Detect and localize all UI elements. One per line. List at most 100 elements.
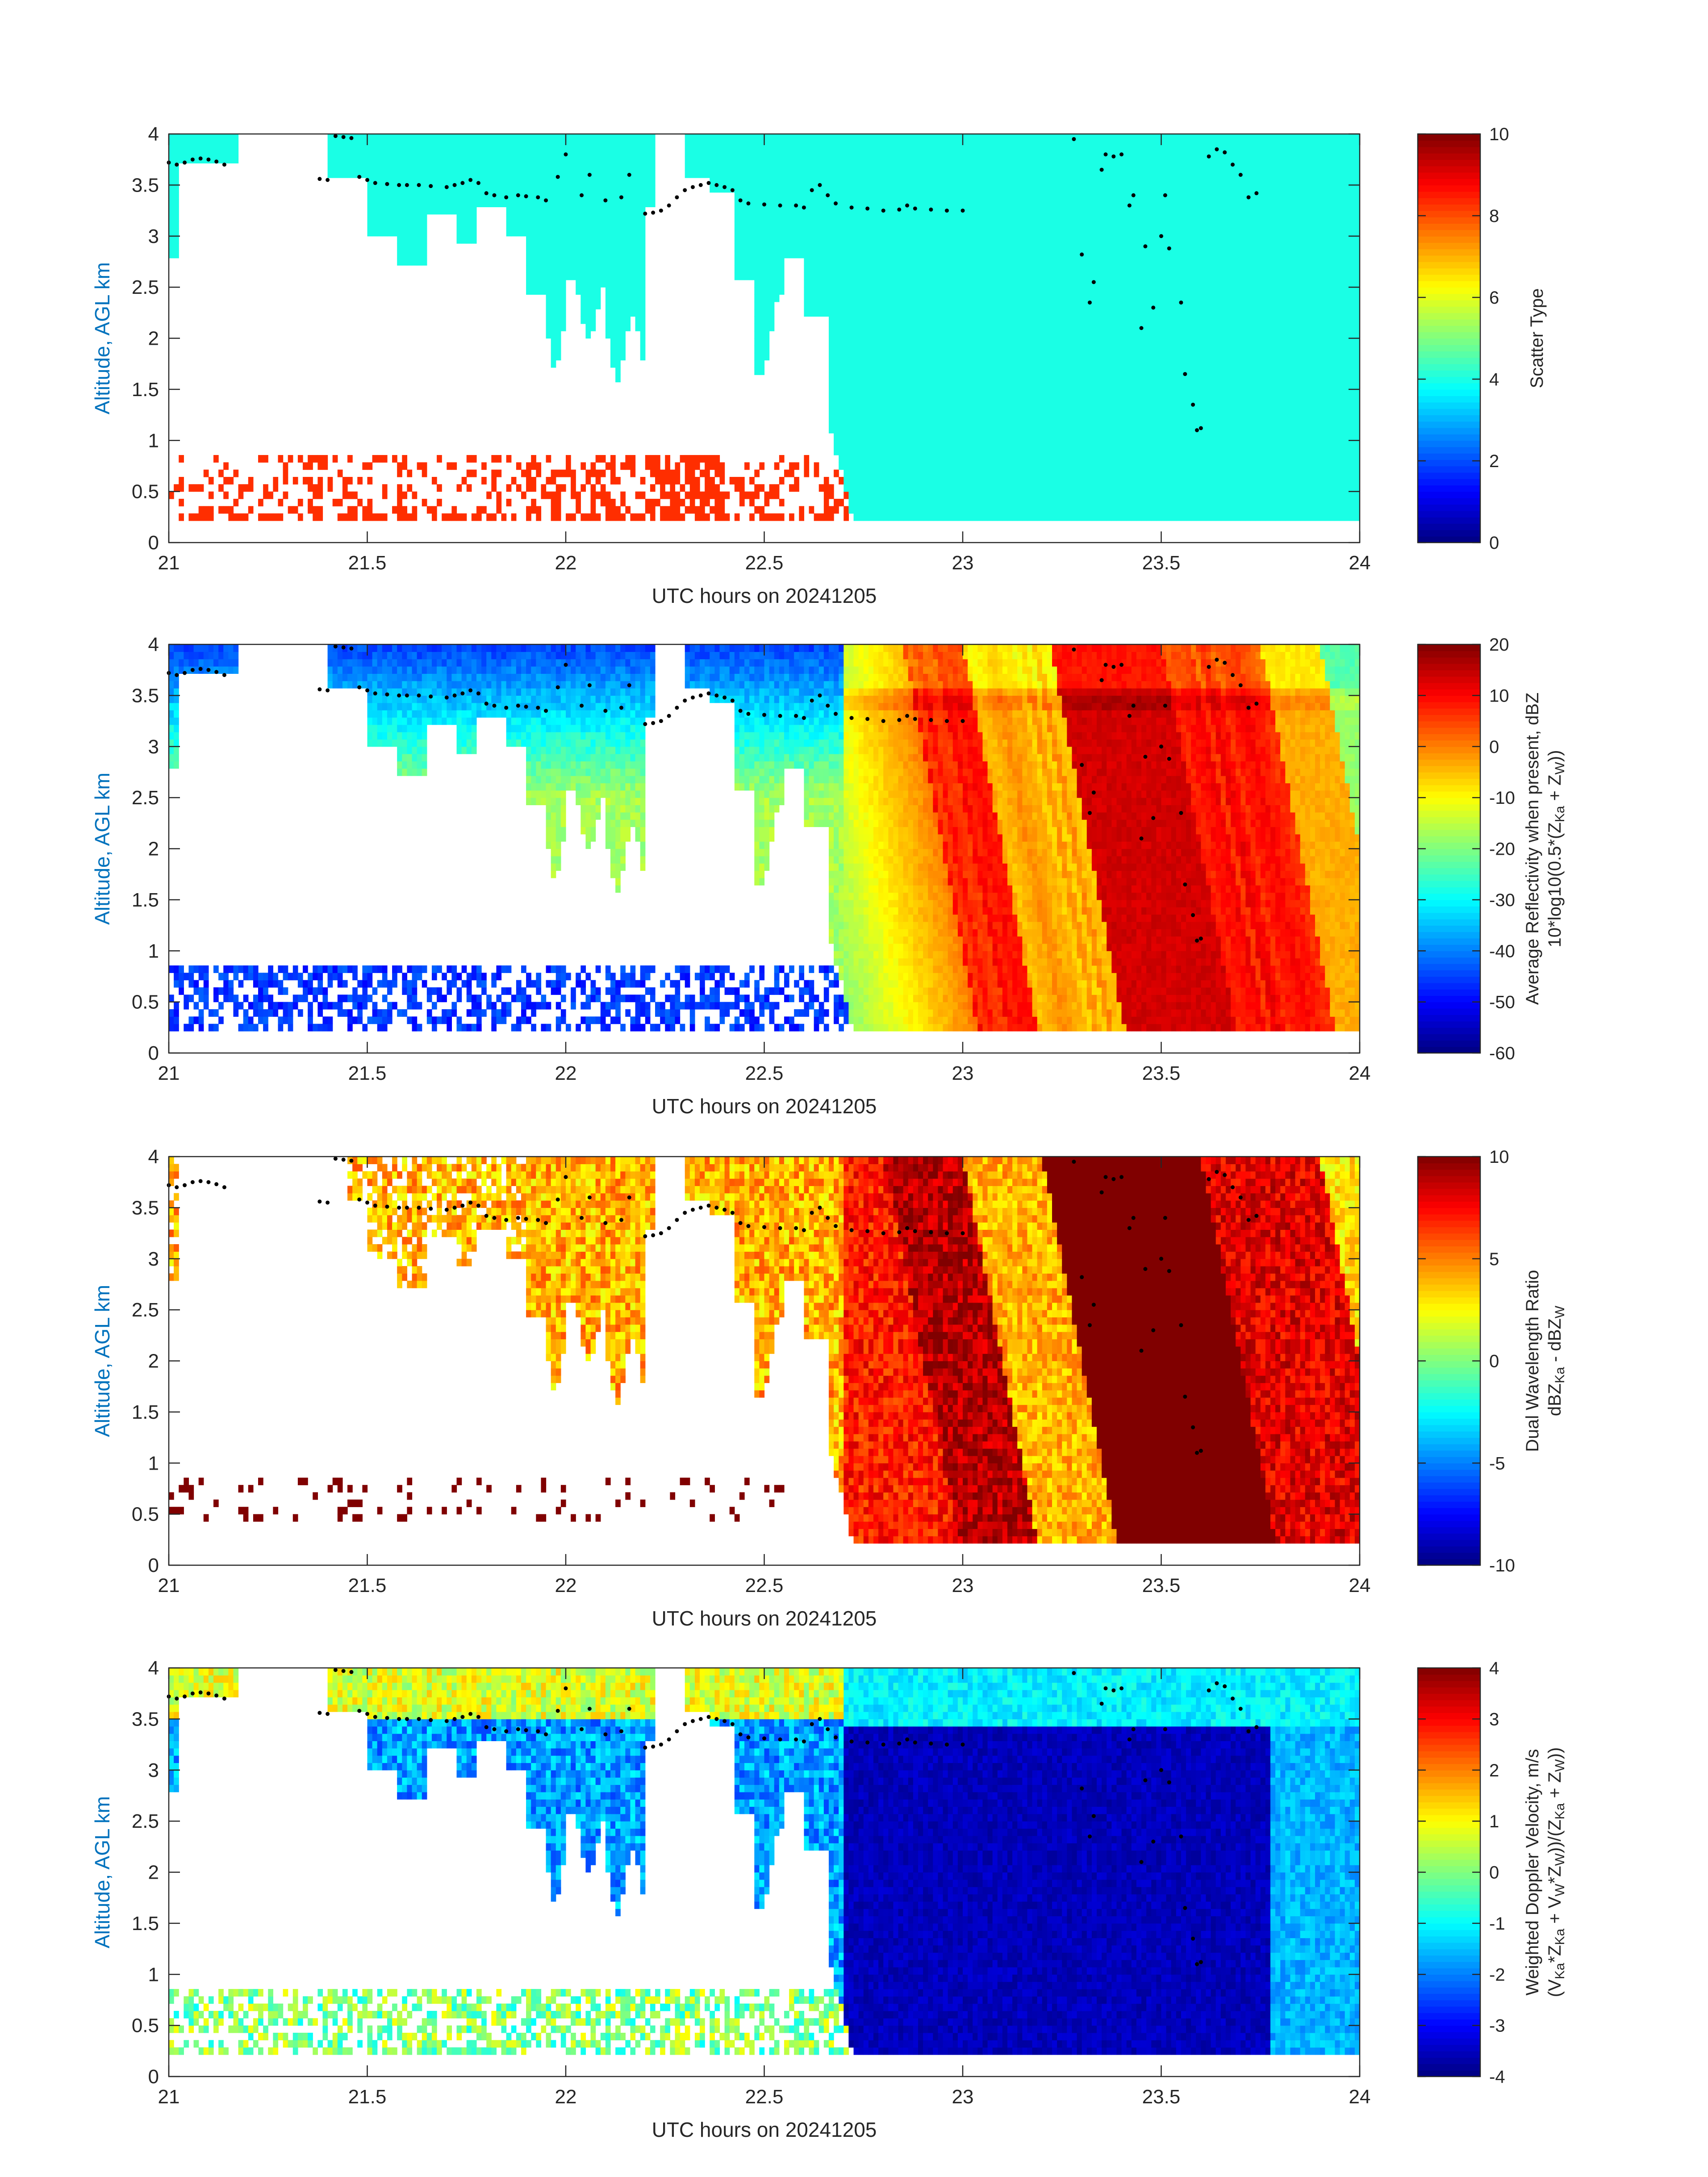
heatmap-cell: [779, 498, 785, 506]
heatmap-cell: [1047, 170, 1052, 178]
heatmap-cell: [749, 498, 755, 506]
heatmap-cell: [1047, 214, 1052, 222]
heatmap-cell: [546, 287, 551, 295]
heatmap-cell: [327, 148, 333, 156]
heatmap-cell: [635, 134, 641, 142]
heatmap-cell: [1072, 469, 1077, 477]
heatmap-cell: [536, 236, 542, 244]
heatmap-cell: [1037, 331, 1043, 339]
heatmap-cell: [754, 156, 760, 163]
heatmap-cell: [913, 476, 919, 485]
heatmap-cell: [551, 316, 556, 324]
heatmap-cell: [1057, 462, 1062, 470]
heatmap-cell: [461, 163, 467, 171]
heatmap-cell: [605, 294, 611, 302]
heatmap-cell: [580, 214, 586, 222]
heatmap-cell: [943, 331, 948, 339]
heatmap-cell: [610, 236, 616, 244]
heatmap-cell: [1012, 404, 1018, 412]
heatmap-cell: [184, 141, 189, 149]
heatmap-cell: [1047, 491, 1052, 499]
heatmap-cell: [938, 513, 944, 521]
heatmap-cell: [461, 134, 467, 142]
heatmap-cell: [1072, 382, 1077, 390]
heatmap-cell: [933, 345, 939, 353]
heatmap-cell: [422, 200, 427, 207]
heatmap-cell: [1022, 484, 1028, 492]
heatmap-cell: [407, 251, 413, 259]
heatmap-cell: [933, 272, 939, 280]
heatmap-cell: [923, 156, 928, 163]
heatmap-cell: [1032, 498, 1038, 506]
heatmap-cell: [987, 178, 993, 185]
heatmap-cell: [1062, 433, 1067, 441]
heatmap-cell: [422, 134, 427, 142]
heatmap-cell: [883, 323, 889, 331]
heatmap-cell: [848, 265, 854, 273]
heatmap-cell: [600, 170, 606, 178]
heatmap-cell: [928, 404, 933, 412]
heatmap-cell: [873, 265, 879, 273]
heatmap-cell: [923, 382, 928, 390]
heatmap-cell: [610, 316, 616, 324]
heatmap-cell: [873, 455, 879, 463]
heatmap-cell: [546, 491, 551, 499]
heatmap-cell: [1032, 301, 1038, 309]
heatmap-cell: [903, 192, 909, 200]
heatmap-cell: [977, 476, 983, 485]
heatmap-cell: [963, 462, 968, 470]
heatmap-cell: [1086, 309, 1092, 317]
heatmap-cell: [992, 345, 998, 353]
heatmap-cell: [868, 331, 874, 339]
heatmap-cell: [923, 309, 928, 317]
heatmap-cell: [858, 513, 864, 521]
heatmap-cell: [764, 251, 770, 259]
heatmap-cell: [1022, 200, 1028, 207]
heatmap-cell: [1042, 375, 1048, 383]
heatmap-cell: [957, 447, 963, 455]
heatmap-cell: [551, 309, 556, 317]
heatmap-cell: [471, 185, 477, 193]
heatmap-cell: [1062, 316, 1067, 324]
heatmap-cell: [600, 491, 606, 499]
heatmap-cell: [844, 156, 849, 163]
heatmap-cell: [878, 455, 884, 463]
heatmap-cell: [853, 156, 859, 163]
heatmap-cell: [174, 170, 179, 178]
heatmap-cell: [526, 163, 531, 171]
heatmap-cell: [977, 301, 983, 309]
heatmap-cell: [839, 389, 844, 397]
heatmap-cell: [977, 207, 983, 215]
heatmap-cell: [1086, 462, 1092, 470]
heatmap-cell: [451, 207, 457, 215]
heatmap-cell: [1037, 469, 1043, 477]
heatmap-cell: [804, 236, 810, 244]
heatmap-cell: [437, 185, 442, 193]
heatmap-cell: [605, 498, 611, 506]
heatmap-cell: [382, 148, 388, 156]
heatmap-cell: [1077, 440, 1082, 448]
heatmap-cell: [1002, 236, 1008, 244]
heatmap-cell: [938, 207, 944, 215]
heatmap-cell: [233, 148, 239, 156]
heatmap-cell: [923, 375, 928, 383]
heatmap-cell: [844, 280, 849, 288]
heatmap-cell: [541, 214, 547, 222]
heatmap-cell: [1017, 353, 1023, 361]
heatmap-cell: [571, 134, 576, 142]
heatmap-cell: [888, 251, 894, 259]
heatmap-cell: [769, 265, 775, 273]
heatmap-cell: [952, 265, 958, 273]
heatmap-cell: [1077, 498, 1082, 506]
heatmap-cell: [982, 498, 988, 506]
heatmap-cell: [1062, 345, 1067, 353]
heatmap-cell: [580, 141, 586, 149]
heatmap-cell: [605, 185, 611, 193]
heatmap-cell: [605, 265, 611, 273]
heatmap-cell: [873, 498, 879, 506]
heatmap-cell: [769, 185, 775, 193]
heatmap-cell: [923, 170, 928, 178]
heatmap-cell: [585, 148, 591, 156]
heatmap-cell: [982, 382, 988, 390]
heatmap-cell: [536, 272, 542, 280]
